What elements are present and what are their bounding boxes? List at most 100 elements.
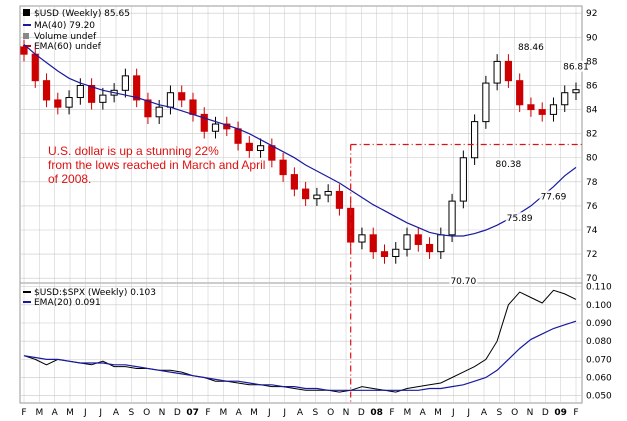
month-tick-label: O [511, 408, 518, 418]
price-tick-label: 92 [586, 9, 597, 19]
candle-up [493, 60, 501, 84]
annotation-line-3: of 2008. [48, 172, 91, 186]
legend-ratio: $USD:$SPX (Weekly) 0.103 [34, 288, 156, 298]
legend-ma40: MA(40) 79.20 [34, 21, 95, 31]
price-tick-label: 70 [586, 274, 598, 284]
month-tick-label: M [250, 408, 258, 418]
price-tick-label: 80 [586, 154, 598, 164]
candle-down [20, 46, 28, 55]
candle-up [437, 234, 445, 253]
price-label-bg [516, 40, 545, 52]
ratio-tick-label: 0.100 [586, 301, 612, 311]
ratio-line [23, 289, 577, 393]
candle-down [133, 75, 141, 101]
price-tick-label: 84 [586, 106, 598, 116]
candle-up [392, 248, 400, 258]
month-tick-label: N [343, 408, 350, 418]
price-label-bg [562, 60, 590, 72]
month-tick-label: S [496, 408, 502, 418]
candle-up [76, 84, 84, 99]
price-tick-label: 74 [586, 226, 598, 236]
month-tick-label: N [159, 408, 166, 418]
month-tick-label: A [52, 408, 59, 418]
annotation-line-1: U.S. dollar is up a stunning 22% [48, 144, 219, 158]
candle-up [482, 82, 490, 123]
candle-down [200, 113, 208, 132]
candle-up [121, 75, 129, 91]
candle-down [335, 190, 344, 209]
candle-down [54, 99, 62, 108]
candle-up [155, 106, 163, 118]
candle-up [561, 92, 569, 106]
candle-up [166, 92, 175, 108]
x-axis-months: F M A M J J A S O N D 07 F M A M J J A S O N D 08 F M A M J J A S O N D 09 F [21, 408, 578, 418]
ratio-tick-label: 0.080 [586, 337, 612, 347]
ratio-tick-label: 0.090 [586, 319, 612, 329]
month-tick-label: M [403, 408, 411, 418]
month-tick-label: A [297, 408, 304, 418]
month-tick-label: M [434, 408, 442, 418]
candle-down [538, 109, 546, 115]
candle-down [189, 99, 197, 115]
candle-up [549, 104, 558, 115]
candle-down [87, 84, 96, 103]
ma40-line [23, 44, 577, 237]
price-label-bg [449, 274, 478, 286]
candle-down [245, 142, 253, 152]
price-value-label: 77.69 [541, 193, 567, 203]
month-tick-label: J [83, 408, 87, 418]
ratio-panel-frame [19, 282, 583, 404]
month-tick-label: D [542, 408, 549, 418]
candle-up [448, 200, 456, 236]
price-tick-label: 72 [586, 250, 597, 260]
price-label-bg [505, 212, 534, 224]
candle-up [358, 234, 366, 243]
candle-down [268, 145, 276, 161]
price-tick-label: 76 [586, 202, 598, 212]
candle-down [504, 60, 513, 82]
ratio-tick-label: 0.070 [586, 355, 612, 365]
price-value-label: 86.81 [563, 63, 589, 73]
price-labels: 88.46 86.81 80.38 77.69 75.89 70.70 [449, 40, 590, 287]
candle-down [516, 80, 524, 106]
month-tick-label: F [389, 408, 394, 418]
annotation-line-2: from the lows reached in March and April [48, 158, 265, 172]
candle-down [144, 99, 152, 118]
month-tick-label: F [205, 408, 210, 418]
price-label-bg [494, 158, 523, 170]
ratio-tick-label: 0.060 [586, 374, 612, 384]
price-tick-label: 78 [586, 178, 598, 188]
ratio-y-axis: 0.110 0.100 0.090 0.080 0.070 0.060 0.050 [586, 283, 612, 402]
candle-up [65, 97, 73, 108]
month-tick-label: M [66, 408, 74, 418]
month-tick-label: 08 [370, 408, 383, 418]
candle-down [425, 243, 434, 253]
month-tick-label: O [327, 408, 334, 418]
month-tick-label: A [420, 408, 427, 418]
month-tick-label: S [128, 408, 134, 418]
price-y-axis: 92 90 88 86 84 82 80 78 76 74 72 70 [586, 9, 598, 284]
candle-down [31, 53, 39, 82]
legend-ema60: EMA(60) undef [34, 42, 102, 52]
price-label-bg [539, 190, 568, 202]
price-tick-label: 82 [586, 130, 597, 140]
month-tick-label: A [236, 408, 243, 418]
ratio-tick-label: 0.050 [586, 392, 612, 402]
month-tick-label: D [358, 408, 365, 418]
legend-usd: $USD (Weekly) 85.65 [34, 9, 130, 19]
candle-up [459, 157, 467, 202]
candle-down [234, 128, 242, 144]
candle-down [380, 251, 389, 258]
price-candles [20, 39, 580, 264]
price-value-label: 88.46 [518, 43, 544, 53]
month-tick-label: J [451, 408, 455, 418]
month-tick-label: S [312, 408, 318, 418]
candle-down [290, 174, 298, 190]
month-tick-label: J [98, 408, 102, 418]
month-tick-label: O [143, 408, 150, 418]
candle-down [42, 80, 51, 101]
month-tick-label: J [466, 408, 470, 418]
price-value-label: 70.70 [450, 277, 476, 287]
month-tick-label: F [21, 408, 26, 418]
